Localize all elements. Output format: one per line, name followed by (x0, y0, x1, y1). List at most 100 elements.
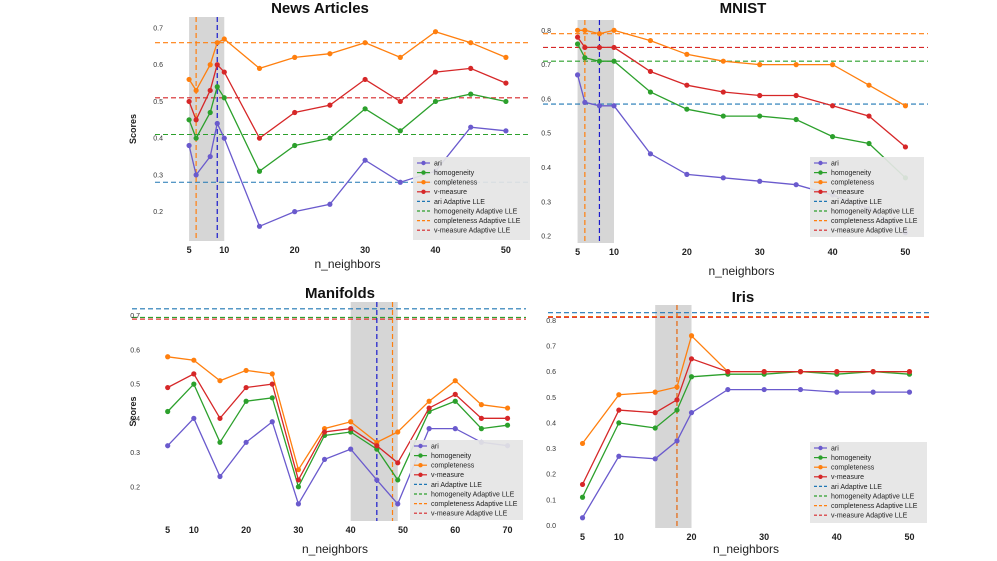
data-point-completeness (348, 419, 354, 425)
x-tick-label: 40 (832, 532, 842, 542)
data-point-v-measure (292, 109, 298, 116)
data-point-ari (186, 142, 192, 149)
x-tick-label: 10 (219, 245, 229, 255)
data-point-homogeneity (432, 98, 439, 105)
data-point-homogeneity (214, 84, 220, 90)
data-point-ari (426, 426, 432, 432)
x-tick-label: 40 (346, 525, 356, 535)
data-point-ari (395, 501, 401, 507)
data-point-v-measure (478, 415, 484, 421)
data-point-v-measure (269, 381, 275, 387)
data-point-homogeneity (478, 426, 484, 432)
legend-marker (818, 180, 823, 185)
legend-label: homogeneity Adaptive LLE (831, 493, 915, 500)
data-point-v-measure (834, 369, 840, 375)
y-tick-label: 0.7 (130, 313, 140, 320)
data-point-ari (468, 124, 474, 130)
data-point-completeness (256, 65, 263, 72)
legend-marker (818, 189, 823, 194)
x-axis-label: n_neighbors (708, 264, 774, 278)
shaded-region (189, 17, 225, 241)
y-tick-label: 0.3 (153, 172, 163, 179)
x-tick-label: 70 (503, 525, 513, 535)
data-point-completeness (193, 87, 199, 94)
chart-panel-1: 5 10 20 30 40 50 0.2 0.3 0.4 0.5 0.6 0.7 0.8 MNIST n_n… (541, 0, 928, 278)
data-point-v-measure (207, 87, 213, 94)
data-point-ari (191, 415, 197, 421)
series-line-completeness (188, 30, 507, 92)
y-tick-label: 0.7 (546, 344, 556, 351)
y-tick-label: 0.5 (541, 131, 551, 138)
legend-box (810, 157, 924, 237)
data-point-completeness (478, 402, 484, 408)
data-point-completeness (397, 54, 403, 60)
data-point-v-measure (579, 481, 586, 488)
data-point-completeness (292, 54, 298, 60)
data-point-completeness (468, 40, 474, 46)
data-point-completeness (503, 54, 509, 60)
shaded-region (655, 305, 692, 528)
data-point-ari (362, 157, 368, 163)
data-point-homogeneity (292, 142, 298, 149)
legend-label: v-measure (831, 189, 864, 196)
data-point-completeness (295, 467, 301, 473)
data-point-homogeneity (674, 407, 680, 413)
data-point-ari (684, 171, 690, 177)
data-point-v-measure (191, 371, 197, 377)
x-tick-label: 20 (290, 245, 300, 255)
data-point-homogeneity (866, 140, 872, 147)
x-tick-label: 10 (609, 247, 619, 257)
x-tick-label: 5 (580, 532, 585, 542)
x-tick-label: 50 (501, 245, 511, 255)
data-point-homogeneity (611, 58, 617, 64)
series-line-completeness (167, 356, 508, 472)
data-point-homogeneity (793, 116, 799, 123)
data-point-ari (348, 446, 354, 452)
x-tick-label: 20 (682, 247, 692, 257)
data-point-completeness (207, 62, 213, 68)
data-point-homogeneity (269, 395, 275, 401)
y-tick-label: 0.5 (546, 395, 556, 402)
data-point-ari (295, 501, 301, 507)
data-point-ari (214, 120, 220, 127)
data-point-ari (616, 453, 622, 459)
data-point-homogeneity (616, 420, 622, 426)
legend-label: homogeneity Adaptive LLE (434, 208, 518, 215)
data-point-completeness (395, 429, 401, 435)
data-point-v-measure (432, 69, 439, 75)
legend-label: v-measure (434, 189, 467, 196)
y-axis-label: Scores (128, 114, 138, 144)
legend-marker (818, 170, 823, 175)
data-point-completeness (243, 367, 249, 374)
y-tick-label: 0.4 (541, 165, 551, 172)
legend-label: homogeneity (831, 170, 872, 177)
data-point-v-measure (611, 44, 617, 51)
legend-box (413, 157, 530, 240)
legend-label: v-measure Adaptive LLE (434, 228, 511, 235)
data-point-completeness (362, 40, 368, 46)
legend-marker (421, 189, 426, 194)
data-point-completeness (616, 392, 622, 398)
x-tick-label: 40 (431, 245, 441, 255)
legend-box (810, 442, 927, 523)
data-point-ari (574, 72, 581, 78)
legend-label: completeness Adaptive LLE (831, 503, 918, 510)
y-tick-label: 0.4 (153, 136, 163, 143)
data-point-v-measure (374, 443, 380, 449)
data-point-homogeneity (647, 89, 654, 95)
data-point-v-measure (684, 82, 690, 88)
data-point-completeness (432, 29, 439, 35)
legend-label: completeness (434, 180, 478, 187)
data-point-homogeneity (757, 113, 763, 119)
data-point-v-measure (902, 144, 909, 150)
legend: ari homogeneity completeness v-measure ari A… (410, 440, 523, 520)
data-point-ari (797, 386, 804, 393)
y-tick-label: 0.5 (130, 382, 140, 389)
legend-marker (818, 455, 823, 460)
data-point-v-measure (720, 89, 726, 95)
data-point-completeness (269, 371, 275, 377)
chart-title: MNIST (720, 0, 767, 17)
shaded-region (350, 302, 398, 521)
legend-label: homogeneity Adaptive LLE (831, 208, 915, 215)
